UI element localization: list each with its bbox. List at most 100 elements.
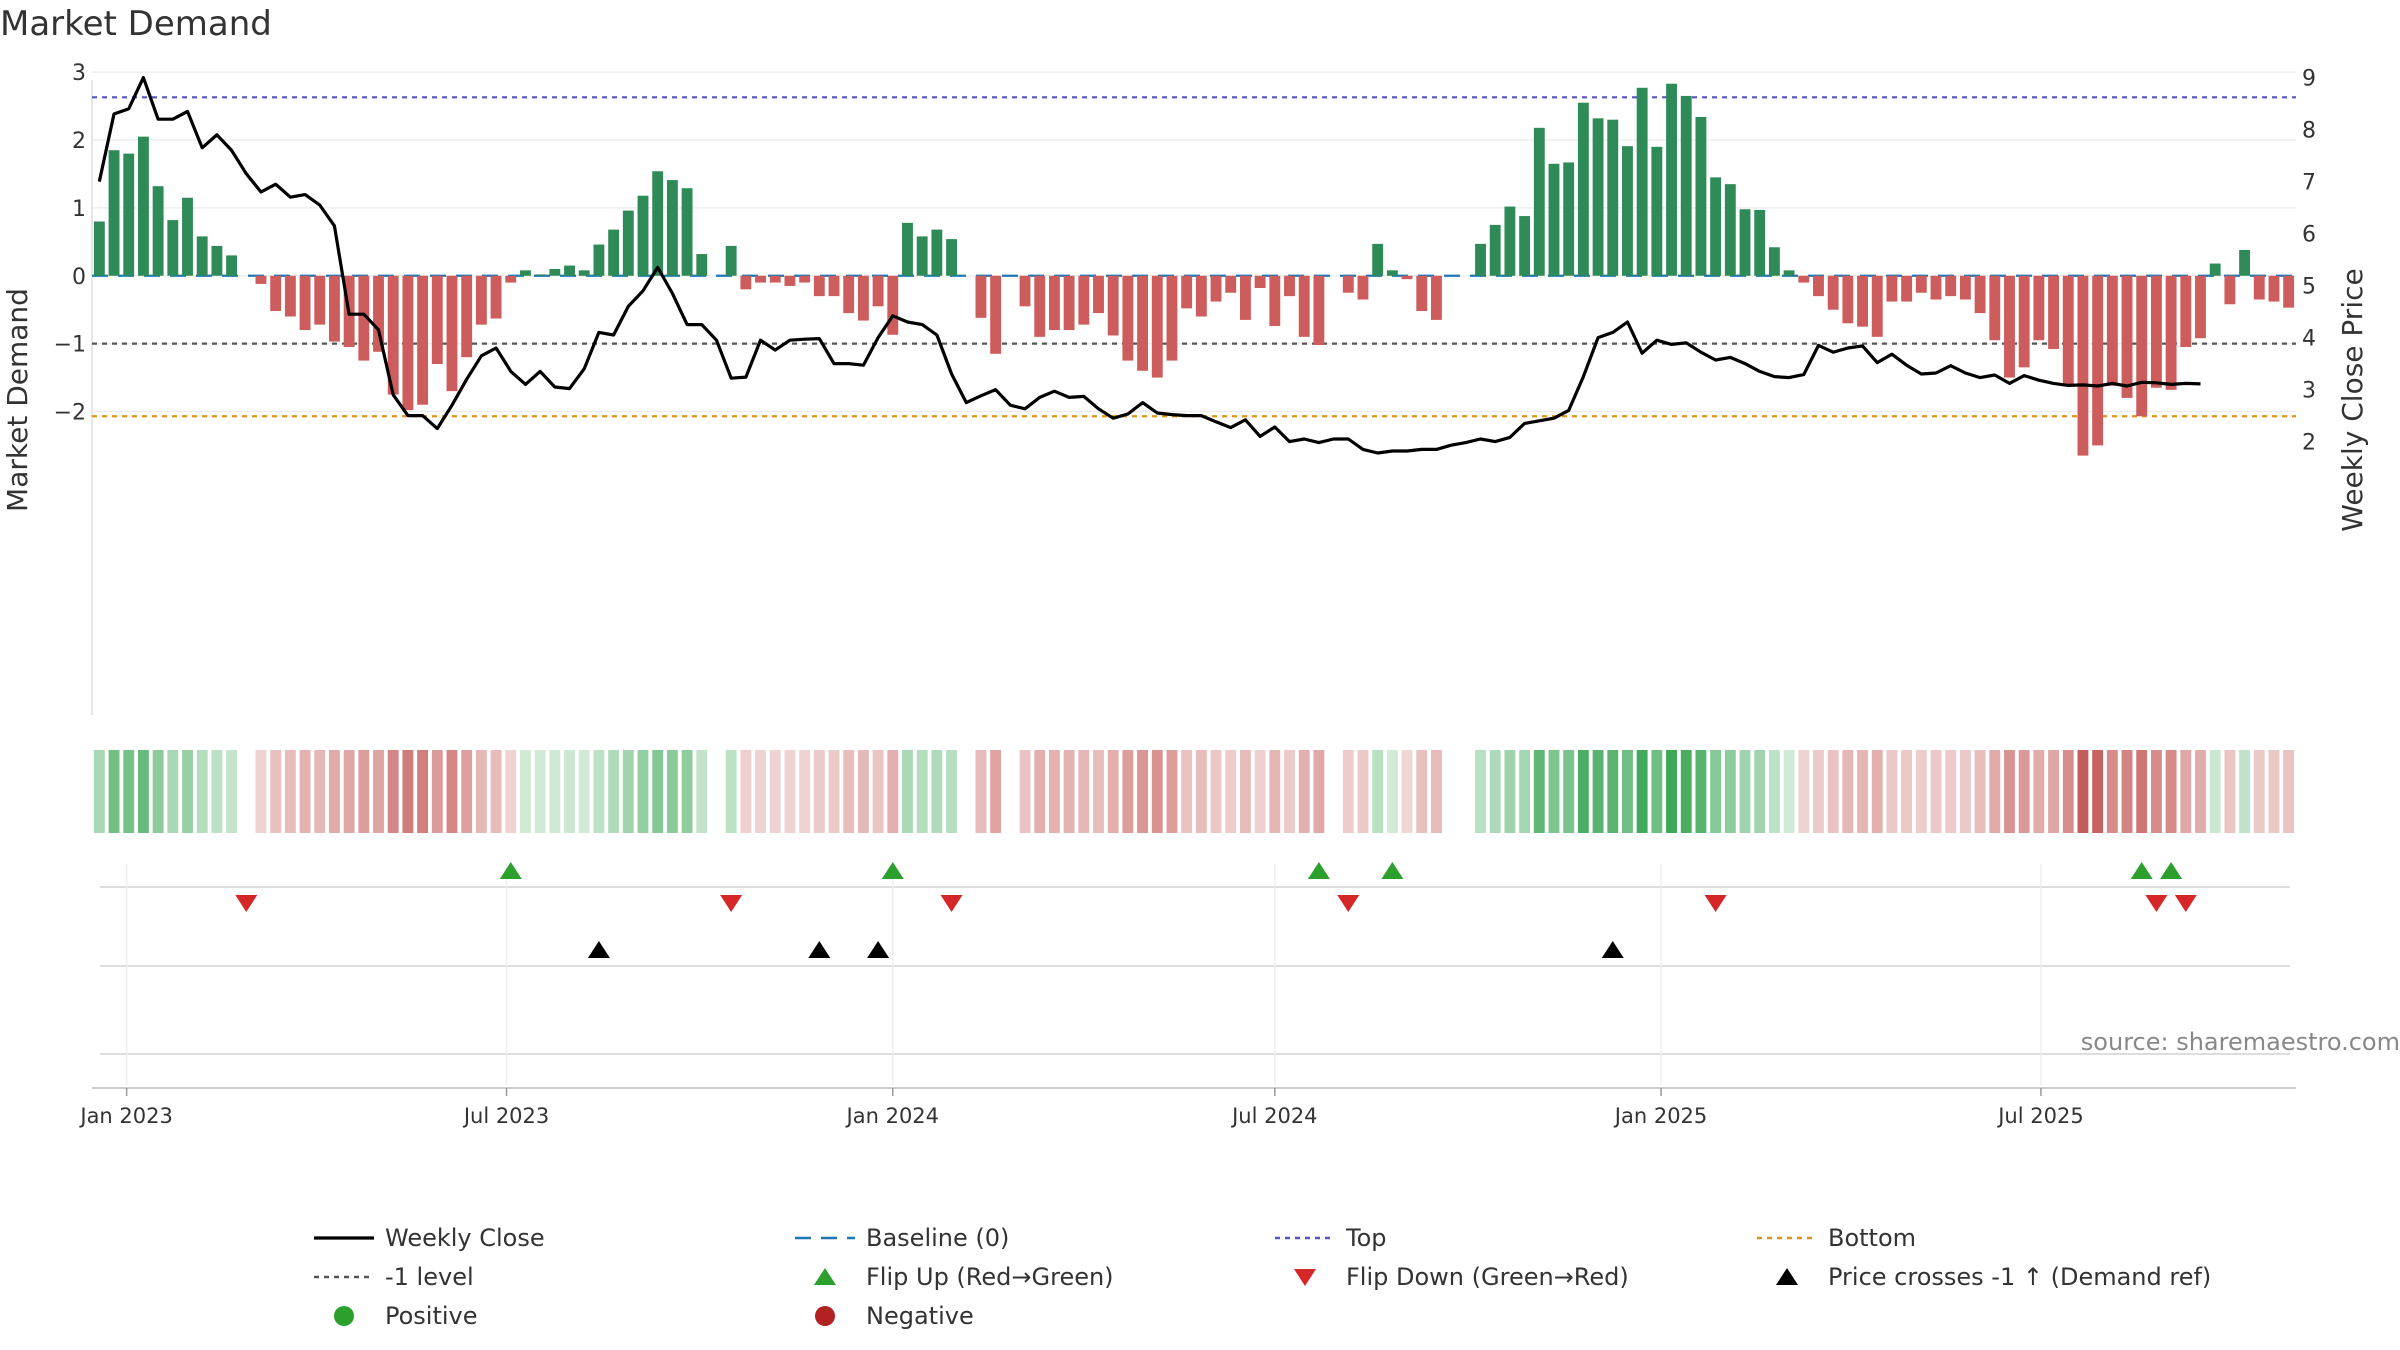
demand-bar [475, 275, 487, 325]
demand-bar [1798, 275, 1810, 283]
x-tick-label: Jan 2023 [78, 1104, 173, 1128]
heat-cell [1372, 750, 1384, 833]
heat-cell [1827, 750, 1839, 833]
demand-bar [843, 275, 855, 314]
heat-cell [828, 750, 840, 833]
x-tick-label: Jan 2025 [1613, 1104, 1708, 1128]
y-tick-label: 2 [72, 129, 86, 154]
demand-bar [1695, 116, 1707, 276]
heat-cell [1386, 750, 1398, 833]
flip-up-marker [881, 862, 904, 879]
heat-cell [1798, 750, 1810, 833]
demand-bar [2239, 249, 2251, 276]
legend-label: Flip Down (Green→Red) [1346, 1263, 1629, 1291]
demand-bar [1666, 83, 1677, 276]
heat-cell [1475, 750, 1486, 833]
heat-cell [1636, 750, 1648, 833]
heat-cell [1107, 750, 1119, 833]
demand-bar [593, 244, 605, 276]
demand-bar [1871, 275, 1883, 337]
demand-bar [1857, 275, 1868, 327]
demand-bar [1122, 275, 1134, 361]
heat-cell [1622, 750, 1633, 833]
demand-bar [916, 236, 928, 276]
demand-bar [872, 275, 884, 307]
demand-bar [1151, 275, 1163, 378]
demand-bar [446, 275, 458, 392]
heat-cell [2121, 750, 2133, 833]
demand-bar [1519, 216, 1531, 276]
demand-bar [387, 275, 399, 395]
heat-cell [872, 750, 884, 833]
demand-bar [990, 275, 1002, 354]
heat-cell [1974, 750, 1986, 833]
y2-tick-label: 8 [2302, 119, 2316, 144]
heat-cell [1239, 750, 1251, 833]
demand-bar [402, 275, 414, 411]
demand-bar [1915, 275, 1927, 293]
y2-axis-label: Weekly Close Price [2336, 268, 2369, 531]
demand-bar [696, 254, 708, 276]
demand-bar [1107, 275, 1119, 336]
heat-cell [1710, 750, 1722, 833]
demand-bar [1431, 275, 1442, 320]
demand-bar [2283, 275, 2295, 308]
demand-bar [1622, 146, 1633, 276]
heat-cell [2283, 750, 2295, 833]
heat-cell [578, 750, 590, 833]
demand-bar [1768, 247, 1780, 276]
demand-bar [666, 180, 678, 276]
heat-cell [564, 750, 575, 833]
demand-bar [1225, 275, 1237, 293]
y-axis-label: Market Demand [1, 288, 34, 512]
heat-cell [1915, 750, 1927, 833]
heat-cell [431, 750, 443, 833]
heat-cell [681, 750, 693, 833]
demand-bar [1754, 209, 1766, 276]
heat-cell [534, 750, 546, 833]
heat-cell [2253, 750, 2265, 833]
demand-bar [799, 275, 811, 283]
demand-bar [725, 245, 737, 276]
demand-bar [196, 236, 208, 276]
legend-swatch [815, 1306, 835, 1326]
y2-tick-label: 7 [2302, 171, 2316, 196]
heat-cell [2018, 750, 2030, 833]
heat-cell [1989, 750, 2001, 833]
heat-cell [1504, 750, 1516, 833]
heat-cell [2048, 750, 2059, 833]
heat-cell [1401, 750, 1413, 833]
heat-cell [1166, 750, 1178, 833]
heat-cell [270, 750, 282, 833]
heat-cell [329, 750, 340, 833]
legend-swatch [814, 1268, 836, 1285]
demand-bar [2180, 275, 2192, 348]
flip-down-marker [940, 895, 963, 912]
heat-cell [1813, 750, 1824, 833]
demand-bar [887, 275, 899, 335]
heat-cell [1048, 750, 1060, 833]
flip-up-marker [1307, 862, 1330, 879]
demand-bar [1959, 275, 1971, 300]
demand-bar [123, 153, 135, 276]
source-label: source: sharemaestro.com [2081, 1028, 2400, 1056]
heat-cell [769, 750, 781, 833]
demand-bar [1063, 275, 1075, 331]
heat-cell [358, 750, 370, 833]
demand-bar [1945, 275, 1957, 297]
y2-tick-label: 3 [2302, 379, 2316, 404]
demand-bar [902, 222, 913, 276]
demand-bar [1342, 275, 1354, 293]
heat-cell [1181, 750, 1193, 833]
heat-cell [1284, 750, 1295, 833]
demand-bar [1489, 224, 1501, 276]
weekly-close-line [97, 75, 2201, 455]
heat-cell [387, 750, 399, 833]
demand-bar [255, 275, 267, 284]
demand-bar [1416, 275, 1428, 312]
demand-bar [270, 275, 282, 312]
demand-bar [2033, 275, 2045, 341]
flip-up-marker [2130, 862, 2153, 879]
demand-bar [755, 275, 766, 283]
heat-cell [1724, 750, 1736, 833]
